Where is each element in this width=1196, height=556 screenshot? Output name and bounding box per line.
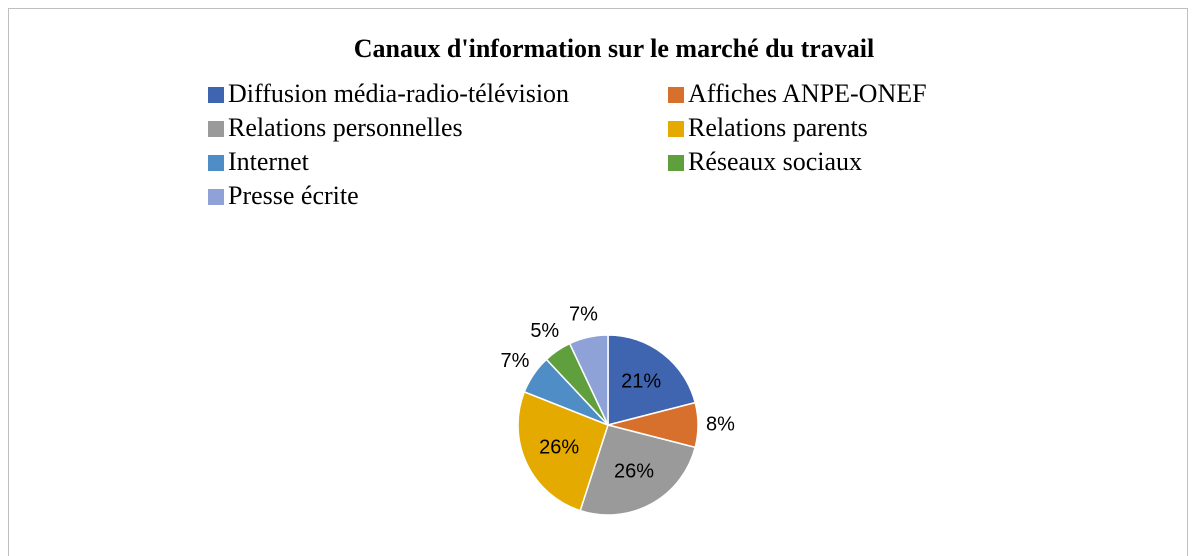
data-label: 26%: [614, 461, 654, 483]
legend-label: Relations personnelles: [228, 113, 463, 142]
legend-label: Relations parents: [688, 113, 868, 142]
legend-swatch: [668, 87, 684, 103]
chart-title: Canaux d'information sur le marché du tr…: [354, 34, 875, 63]
legend-label: Internet: [228, 147, 310, 176]
legend-label: Réseaux sociaux: [688, 147, 862, 176]
legend-swatch: [668, 155, 684, 171]
legend-swatch: [668, 121, 684, 137]
data-label: 8%: [706, 413, 735, 435]
legend-label: Affiches ANPE-ONEF: [688, 79, 927, 108]
pie-slice: [579, 424, 697, 516]
data-label: 7%: [501, 350, 530, 372]
data-label: 26%: [539, 436, 579, 458]
data-label: 5%: [530, 320, 559, 342]
legend-label: Presse écrite: [228, 181, 359, 210]
legend-label: Diffusion média-radio-télévision: [228, 79, 569, 108]
pie-slice: [568, 334, 609, 426]
pie-slice: [607, 334, 697, 426]
legend-swatch: [208, 87, 224, 103]
legend-swatch: [208, 189, 224, 205]
pie-slice: [517, 390, 609, 512]
data-label: 7%: [569, 303, 598, 325]
data-label: 21%: [621, 371, 661, 393]
legend-swatch: [208, 121, 224, 137]
legend-swatch: [208, 155, 224, 171]
